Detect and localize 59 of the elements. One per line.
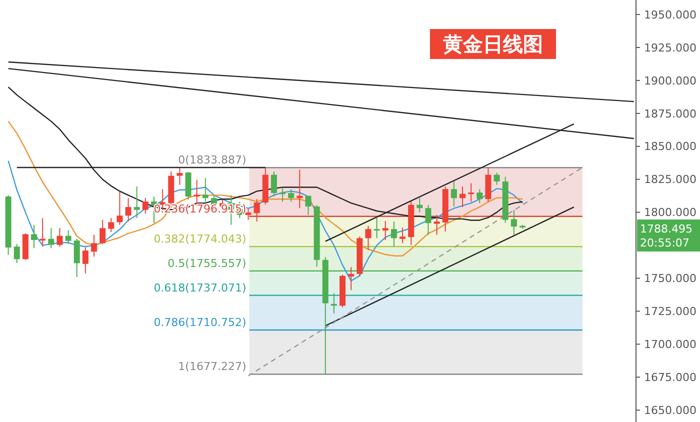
candlestick	[202, 178, 208, 202]
y-tick-label: 1950.000	[644, 8, 696, 22]
candlestick	[108, 218, 114, 233]
y-tick-label: 1800.000	[644, 206, 696, 220]
candlestick	[374, 218, 380, 239]
candlestick	[305, 195, 312, 216]
candlestick	[116, 190, 123, 226]
y-tick-label: 1850.000	[644, 140, 696, 154]
candlestick	[270, 170, 277, 197]
text: 黄金日线图	[442, 32, 543, 56]
y-tick-label: 1825.000	[644, 173, 696, 186]
ref-line-label: 0.786(1710.752)	[154, 316, 246, 330]
candlestick	[74, 238, 80, 278]
candlestick	[382, 220, 388, 241]
y-tick-label: 1875.000	[644, 107, 696, 120]
candlestick	[31, 224, 38, 249]
candlestick	[365, 225, 372, 250]
y-tick-label: 1725.000	[644, 305, 696, 318]
text: 20:55:07	[640, 236, 690, 250]
ref-line-label: 0.5(1755.557)	[168, 256, 246, 270]
candlestick	[14, 243, 20, 264]
text: 1788.495	[640, 222, 692, 236]
y-tick-label: 1675.000	[644, 371, 696, 384]
candlestick	[468, 182, 474, 202]
candlestick	[476, 188, 483, 204]
candlestick	[82, 246, 88, 274]
candlestick	[434, 214, 440, 236]
candlestick	[494, 172, 500, 186]
candlestick	[460, 186, 466, 208]
ref-line-label: 0.618(1737.071)	[154, 281, 246, 294]
candlestick	[280, 187, 286, 202]
y-tick-label: 1900.000	[644, 74, 696, 88]
candlestick	[91, 234, 97, 258]
candlestick	[100, 219, 106, 244]
candlestick	[56, 228, 63, 248]
candlestick	[65, 230, 72, 244]
ref-line-label: 0(1833.887)	[178, 154, 246, 167]
y-tick-label: 1750.000	[644, 272, 696, 286]
candlestick	[176, 168, 183, 186]
y-tick-label: 1700.000	[644, 338, 696, 352]
candlestick	[348, 266, 354, 291]
y-tick-label: 1925.000	[644, 41, 696, 54]
candlestick	[48, 228, 54, 249]
candlestick	[416, 198, 423, 213]
candlestick	[125, 198, 132, 222]
candlestick	[425, 204, 432, 236]
candlestick	[134, 186, 140, 219]
candlestick	[254, 198, 260, 222]
candlestick	[245, 208, 252, 220]
candlestick	[288, 188, 294, 202]
candlestick	[400, 227, 406, 244]
y-tick-label: 1650.000	[644, 404, 696, 417]
ref-line-label: 1(1677.227)	[178, 360, 246, 374]
line-series	[8, 120, 524, 256]
candlestick	[450, 180, 457, 208]
ref-line-label: 0.382(1774.043)	[154, 232, 246, 246]
candlestick	[390, 221, 397, 248]
candlestick	[510, 209, 517, 236]
candlestick	[142, 198, 148, 214]
